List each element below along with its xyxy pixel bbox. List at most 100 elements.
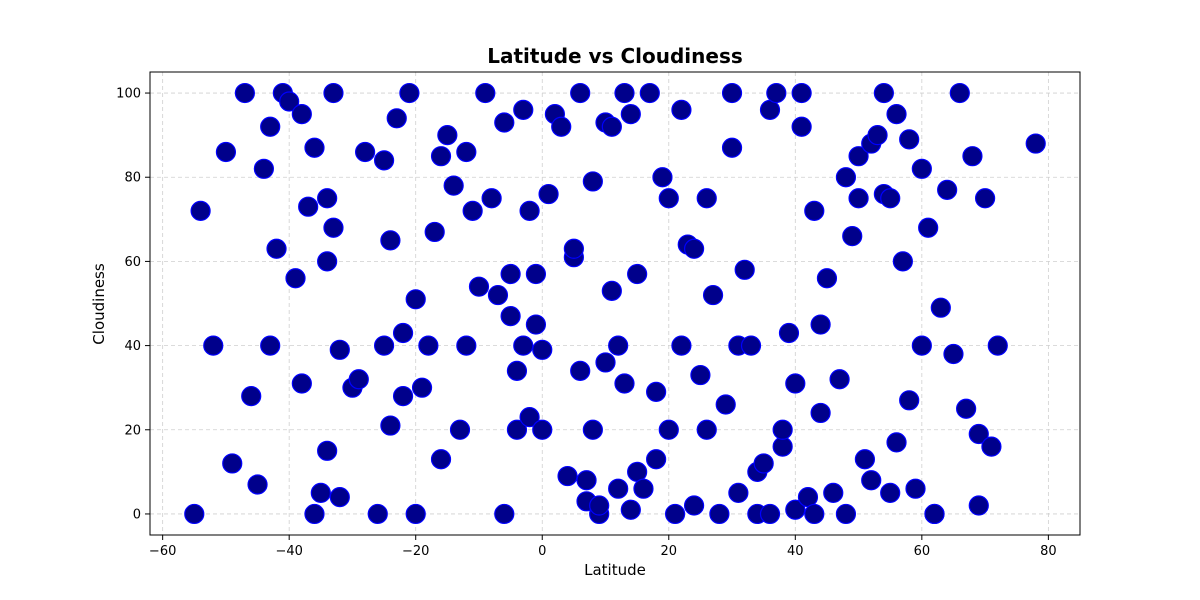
data-point <box>203 335 224 356</box>
data-point <box>892 251 913 272</box>
y-tick-label: 60 <box>124 255 141 270</box>
x-tick-label: −20 <box>402 544 429 559</box>
data-point <box>563 238 584 259</box>
data-point <box>696 188 717 209</box>
data-point <box>671 335 692 356</box>
data-point <box>601 116 622 137</box>
data-point <box>627 461 648 482</box>
data-point <box>646 449 667 470</box>
y-axis-label: Cloudiness <box>90 263 108 345</box>
data-point <box>386 108 407 129</box>
data-point <box>494 112 515 133</box>
chart-title: Latitude vs Cloudiness <box>487 44 743 68</box>
data-point <box>772 436 793 457</box>
data-point <box>816 268 838 289</box>
data-point <box>317 251 338 272</box>
data-point <box>968 495 989 516</box>
data-point <box>355 141 376 163</box>
x-tick-label: 60 <box>914 544 931 559</box>
data-point <box>513 335 534 356</box>
data-point <box>380 230 401 251</box>
data-point <box>456 335 477 356</box>
data-point <box>380 415 401 436</box>
data-point <box>532 339 553 360</box>
data-point <box>671 99 692 120</box>
x-tick-label: −60 <box>149 544 176 559</box>
data-point <box>367 503 388 525</box>
data-point <box>405 503 426 525</box>
data-point <box>918 217 939 238</box>
y-tick-label: 80 <box>124 171 141 186</box>
y-tick-label: 100 <box>116 87 141 102</box>
data-point <box>595 352 616 373</box>
data-point <box>405 289 426 310</box>
data-point <box>456 141 477 163</box>
data-point <box>260 335 281 356</box>
x-tick-label: 40 <box>787 544 804 559</box>
data-point <box>804 503 825 525</box>
data-point <box>956 398 977 419</box>
data-point <box>981 436 1002 457</box>
data-point <box>222 453 243 474</box>
data-point <box>658 188 679 209</box>
data-point <box>260 116 281 137</box>
data-point <box>241 386 262 407</box>
x-tick-label: 80 <box>1040 544 1057 559</box>
data-point <box>962 146 983 167</box>
data-point <box>519 200 540 221</box>
data-point <box>987 335 1008 356</box>
data-point <box>418 335 439 356</box>
y-axis-ticks: 0 20 40 60 80 100 <box>116 87 150 522</box>
data-point <box>538 183 559 205</box>
data-point <box>392 322 414 344</box>
data-point <box>570 82 591 104</box>
data-point <box>620 499 641 520</box>
data-point <box>848 146 869 167</box>
data-point <box>589 495 610 516</box>
data-point <box>911 335 932 356</box>
data-point <box>886 103 907 125</box>
data-point <box>487 284 509 306</box>
data-point <box>506 360 528 381</box>
data-point <box>373 335 395 356</box>
data-point <box>937 179 958 200</box>
data-point <box>627 263 648 285</box>
data-point <box>646 381 667 402</box>
data-point <box>867 125 888 146</box>
data-point <box>570 360 591 381</box>
data-point <box>772 419 793 440</box>
data-point <box>557 465 578 487</box>
data-point <box>551 116 572 137</box>
data-point <box>291 103 312 125</box>
data-point <box>513 99 534 120</box>
data-point <box>829 369 850 390</box>
data-point <box>702 284 724 306</box>
data-point <box>247 474 268 495</box>
data-point <box>329 487 350 508</box>
data-points <box>184 82 1046 525</box>
x-tick-label: 0 <box>538 544 546 559</box>
data-point <box>525 263 547 285</box>
data-point <box>791 116 812 137</box>
data-point <box>791 82 812 104</box>
data-point <box>633 478 654 499</box>
data-point <box>614 82 635 104</box>
data-point <box>823 482 844 504</box>
data-point <box>449 419 471 440</box>
data-point <box>810 314 831 335</box>
data-point <box>975 188 996 209</box>
data-point <box>911 158 932 179</box>
data-point <box>430 146 452 167</box>
data-point <box>411 377 433 398</box>
data-point <box>968 423 989 445</box>
x-axis-label: Latitude <box>584 561 646 579</box>
data-point <box>753 453 774 474</box>
data-point <box>190 200 211 221</box>
data-point <box>873 82 894 104</box>
data-point <box>721 137 743 158</box>
data-point <box>399 82 420 104</box>
data-point <box>665 503 686 525</box>
data-point <box>310 482 331 504</box>
data-point <box>519 407 540 428</box>
data-point <box>443 175 464 196</box>
